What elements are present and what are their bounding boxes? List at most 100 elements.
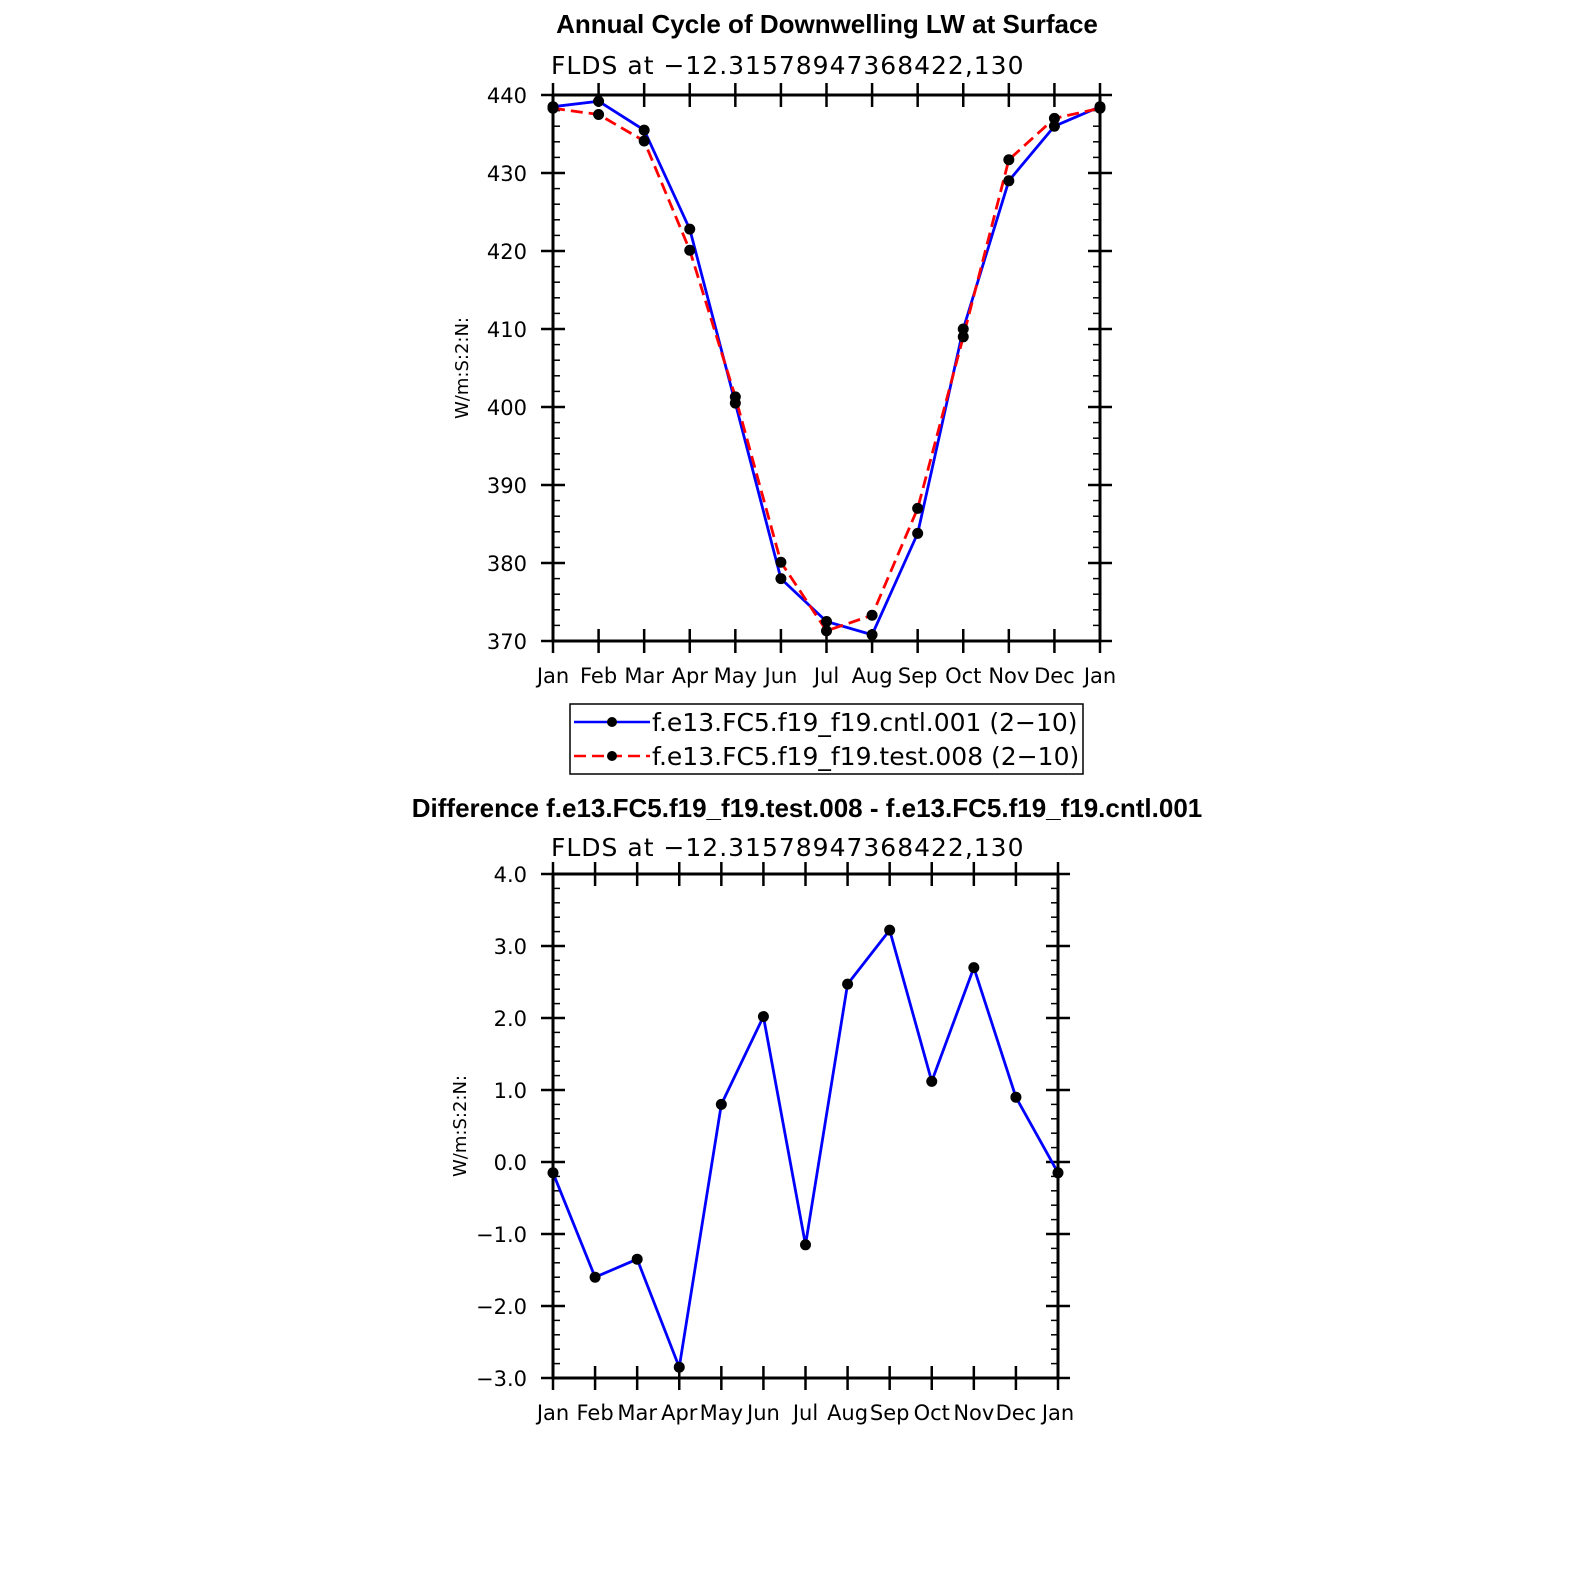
y-tick-label: −1.0 [476,1223,527,1247]
y-tick-label: 400 [487,396,527,420]
y-axis-label: W/m:S:2:N: [450,1075,471,1177]
data-point-0 [1003,175,1015,187]
x-tick-label: Apr [661,1401,698,1425]
difference-panel: Difference f.e13.FC5.f19_f19.test.008 - … [412,793,1203,1425]
chart-title: Difference f.e13.FC5.f19_f19.test.008 - … [412,793,1203,823]
data-point-1 [1003,154,1015,166]
series-line-1 [552,106,1101,633]
y-tick-label: 370 [487,630,527,654]
y-tick-label: 3.0 [494,935,527,959]
data-point-1 [912,502,924,514]
plot-frame [551,93,1102,643]
series-line-0 [552,99,1101,637]
data-point-1 [957,331,969,343]
data-point-0 [593,95,605,107]
x-tick-label: Oct [945,664,981,688]
data-point-0 [800,1239,811,1251]
y-tick-label: 2.0 [494,1007,527,1031]
data-point-0 [968,962,980,974]
axis-ticks [541,862,1070,1390]
legend-label-test: f.e13.FC5.f19_f19.test.008 (2−10) [652,742,1079,771]
series-line-0 [551,928,1060,1369]
series-group [547,924,1064,1373]
x-tick-label: Apr [672,664,709,688]
x-tick-label: Jul [791,1401,818,1425]
data-point-0 [757,1011,769,1023]
data-point-0 [684,223,696,235]
data-point-0 [631,1253,643,1265]
x-tick-label: Oct [914,1401,950,1425]
data-point-1 [775,556,787,568]
x-tick-label: Nov [988,664,1029,688]
x-tick-label: Dec [1034,664,1075,688]
x-tick-label: Aug [852,664,893,688]
y-tick-label: 380 [487,552,527,576]
plot-frame [551,872,1060,1380]
data-point-0 [715,1098,727,1110]
data-point-1 [593,109,605,120]
data-point-0 [866,629,878,641]
y-tick-label: 4.0 [494,863,527,887]
y-tick-label: 1.0 [494,1079,527,1103]
chart-subtitle: FLDS at −12.31578947368422,130 [551,51,1025,80]
x-tick-labels: Jan Feb Mar Apr May Jun Jul Aug Sep Oct Nov Dec Jan [535,1401,1074,1425]
y-tick-label: 420 [487,240,527,264]
axis-ticks [541,83,1112,653]
chart-subtitle: FLDS at −12.31578947368422,130 [551,833,1025,862]
x-tick-label: May [700,1401,743,1425]
x-tick-labels: Jan Feb Mar Apr May Jun Jul Aug Sep Oct Nov Dec Jan [535,664,1116,688]
x-tick-label: Jan [1082,664,1116,688]
series-group [547,95,1106,641]
legend-marker-test [607,751,617,761]
x-tick-label: Jun [763,664,798,688]
data-point-0 [1048,120,1060,132]
data-point-0 [842,978,854,990]
x-tick-label: Aug [827,1401,868,1425]
x-tick-label: May [714,664,757,688]
data-point-0 [912,527,924,539]
data-point-0 [821,616,832,627]
legend: f.e13.FC5.f19_f19.cntl.001 (2−10) f.e13.… [569,703,1084,775]
y-tick-labels: −3.0 −2.0 −1.0 0.0 1.0 2.0 3.0 4.0 [476,863,527,1391]
legend-label-cntl: f.e13.FC5.f19_f19.cntl.001 (2−10) [652,708,1078,737]
x-tick-label: Feb [580,664,617,688]
data-point-1 [684,244,696,256]
x-tick-label: Nov [953,1401,994,1425]
y-tick-label: 440 [487,84,527,108]
x-tick-label: Mar [624,664,664,688]
data-point-0 [926,1075,938,1087]
y-tick-label: 410 [487,318,527,342]
data-point-1 [1048,112,1060,124]
data-point-1 [866,609,878,621]
x-tick-label: Feb [576,1401,613,1425]
data-point-1 [729,391,741,403]
x-tick-label: Jan [1040,1401,1074,1425]
y-tick-label: 390 [487,474,527,498]
data-point-1 [638,135,650,147]
chart-title: Annual Cycle of Downwelling LW at Surfac… [556,9,1098,39]
data-point-0 [884,924,896,936]
data-point-0 [957,323,969,335]
x-tick-label: Jan [535,1401,569,1425]
data-point-1 [821,625,832,637]
y-tick-label: 430 [487,162,527,186]
y-tick-labels: 370 380 390 400 410 420 430 440 [487,84,527,654]
x-tick-label: Sep [870,1401,910,1425]
annual-cycle-panel: Annual Cycle of Downwelling LW at Surfac… [452,9,1116,775]
y-axis-label: W/m:S:2:N: [452,317,473,419]
data-point-0 [638,124,650,136]
x-tick-label: Jul [812,664,839,688]
legend-marker-cntl [607,717,617,727]
y-tick-label: −2.0 [476,1295,527,1319]
x-tick-label: Jun [745,1401,780,1425]
legend-box [569,703,1084,775]
data-point-0 [589,1271,601,1283]
data-point-0 [775,573,787,585]
x-tick-label: Mar [617,1401,657,1425]
x-tick-label: Dec [996,1401,1037,1425]
y-tick-label: 0.0 [494,1151,527,1175]
x-tick-label: Jan [535,664,569,688]
x-tick-label: Sep [898,664,938,688]
data-point-0 [1010,1091,1022,1103]
